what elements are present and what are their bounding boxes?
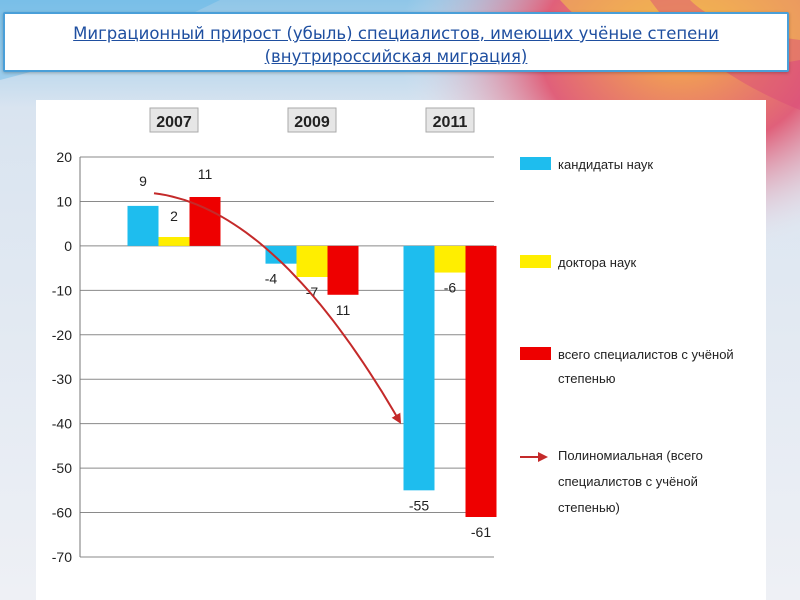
title-line-2: (внутрироссийская миграция) bbox=[264, 47, 528, 66]
y-tick-label: -30 bbox=[52, 371, 72, 387]
title-box: Миграционный прирост (убыль) специалисто… bbox=[3, 12, 789, 72]
category-label: 2007 bbox=[156, 114, 192, 131]
y-tick-label: -60 bbox=[52, 505, 72, 521]
category-box bbox=[287, 107, 337, 133]
data-label: -4 bbox=[265, 271, 278, 287]
data-label: -7 bbox=[306, 284, 319, 300]
category-label: 2011 bbox=[433, 114, 468, 131]
bar-chart: 20 10 0 -10 -20 -30 -40 -50 -60 -70 2007 2009 2011 9 -… bbox=[52, 107, 734, 565]
y-tick-label: 0 bbox=[64, 238, 72, 254]
y-tick-label: -40 bbox=[52, 416, 72, 432]
legend-swatch bbox=[520, 347, 551, 360]
bar bbox=[465, 245, 497, 517]
data-label: -61 bbox=[471, 524, 491, 540]
y-tick-label: 10 bbox=[56, 193, 72, 209]
legend-label: специалистов с учёной bbox=[558, 474, 698, 489]
y-tick-label: -70 bbox=[52, 549, 72, 565]
legend-swatch bbox=[520, 255, 551, 268]
category-box bbox=[425, 107, 475, 133]
slide-title: Миграционный прирост (убыль) специалисто… bbox=[5, 14, 787, 68]
y-tick-label: 20 bbox=[56, 149, 72, 165]
category-label: 2009 bbox=[294, 114, 330, 131]
data-label: 2 bbox=[170, 208, 178, 224]
legend-label: кандидаты наук bbox=[558, 157, 653, 172]
bar bbox=[127, 205, 159, 246]
legend-label: всего специалистов с учёной bbox=[558, 347, 734, 362]
chart-panel: 20 10 0 -10 -20 -30 -40 -50 -60 -70 2007 2009 2011 9 -… bbox=[36, 100, 766, 600]
category-box bbox=[149, 107, 199, 133]
trend-line bbox=[153, 192, 402, 424]
bar bbox=[296, 245, 328, 277]
data-label: 11 bbox=[198, 166, 213, 182]
data-label: 9 bbox=[139, 173, 147, 189]
bar bbox=[189, 197, 221, 246]
data-label: 11 bbox=[336, 302, 351, 318]
legend-swatch bbox=[520, 157, 551, 170]
bar bbox=[158, 237, 190, 246]
legend-label: Полиномиальная (всего bbox=[558, 448, 703, 463]
legend-label: степенью bbox=[558, 371, 616, 386]
bar bbox=[403, 245, 435, 491]
title-line-1: Миграционный прирост (убыль) специалисто… bbox=[73, 24, 719, 43]
y-tick-label: -50 bbox=[52, 460, 72, 476]
bar bbox=[327, 245, 359, 295]
data-label: -6 bbox=[444, 280, 457, 296]
legend-label: степенью) bbox=[558, 500, 620, 515]
y-tick-label: -10 bbox=[52, 282, 72, 298]
data-label: -55 bbox=[409, 497, 429, 513]
y-tick-label: -20 bbox=[52, 327, 72, 343]
legend-label: доктора наук bbox=[558, 255, 637, 270]
bar bbox=[434, 245, 466, 273]
bar bbox=[265, 245, 297, 264]
